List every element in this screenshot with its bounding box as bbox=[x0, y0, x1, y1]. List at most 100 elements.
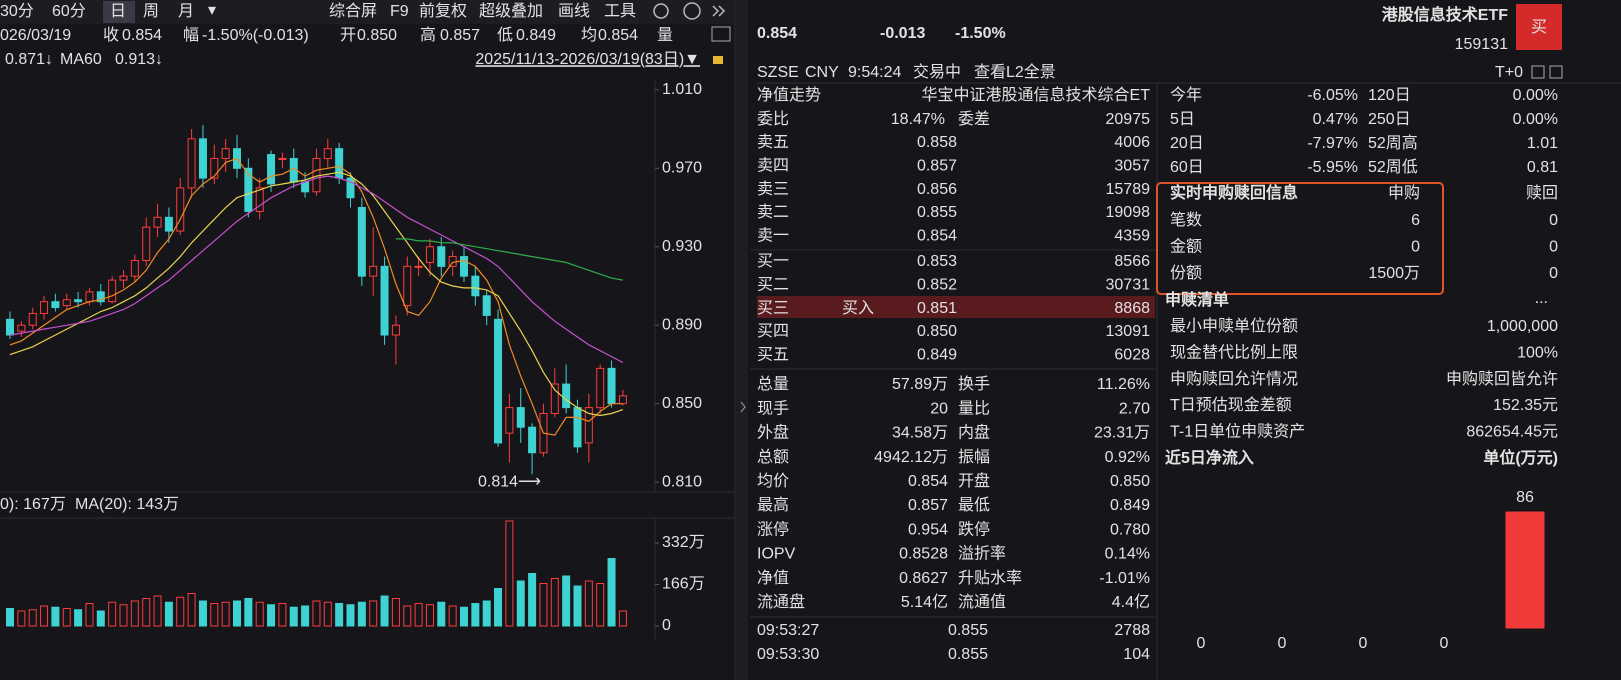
bar-label: 幅 bbox=[183, 26, 199, 44]
collapse-strip[interactable] bbox=[736, 0, 748, 680]
perf-label: 60日 bbox=[1170, 159, 1204, 176]
ma-line bbox=[9, 175, 624, 364]
l2-link[interactable]: 查看L2全景 bbox=[974, 63, 1056, 81]
candle-body bbox=[6, 318, 14, 336]
candle-body bbox=[403, 265, 412, 307]
perf-value: -5.95% bbox=[1307, 159, 1358, 176]
volume-bar bbox=[17, 610, 26, 627]
volume-bar bbox=[142, 598, 151, 627]
expand-icon[interactable] bbox=[712, 5, 720, 17]
period-tab[interactable]: 日 bbox=[110, 3, 126, 20]
box-value: 0 bbox=[1549, 239, 1558, 256]
date-range[interactable]: 2025/11/13-2026/03/19(83日)▼ bbox=[475, 51, 700, 68]
y-tick-label: 332万 bbox=[662, 534, 705, 551]
lock-icon[interactable] bbox=[713, 56, 723, 64]
volume-bar bbox=[130, 600, 139, 627]
period-tab[interactable]: 月 bbox=[178, 3, 194, 20]
period-tab[interactable]: 30分 bbox=[0, 2, 34, 20]
candle-body bbox=[28, 312, 37, 326]
period-tab[interactable]: 周 bbox=[143, 3, 159, 20]
perf-value: -7.97% bbox=[1307, 135, 1358, 152]
volume-bar bbox=[6, 608, 14, 627]
candle-body bbox=[255, 187, 264, 212]
volume-bar bbox=[255, 601, 264, 627]
bar-label: 收 bbox=[103, 26, 119, 44]
box-value: 1500万 bbox=[1368, 265, 1420, 282]
bar-label: 开 bbox=[340, 27, 356, 44]
collapse-arrow[interactable] bbox=[740, 401, 746, 413]
settings-icon[interactable] bbox=[653, 3, 669, 19]
highlight-row bbox=[757, 296, 1155, 318]
volume-bar bbox=[584, 580, 593, 627]
buy-button[interactable] bbox=[1516, 4, 1562, 50]
buy-button-label[interactable]: 买 bbox=[1531, 18, 1547, 36]
buy-tag: 买入 bbox=[842, 299, 874, 317]
candle-body bbox=[505, 407, 514, 434]
book-volume: 4006 bbox=[1114, 134, 1150, 151]
book-volume: 8566 bbox=[1114, 253, 1150, 270]
book-level: 买四 bbox=[757, 322, 789, 340]
quote-meta: 交易中 bbox=[913, 63, 961, 81]
volume-bar bbox=[596, 583, 605, 627]
volume-bar bbox=[618, 610, 627, 627]
highlight-box bbox=[1156, 182, 1444, 295]
candle-body bbox=[516, 407, 525, 428]
candle-body bbox=[96, 291, 105, 303]
tool-button[interactable]: 前复权 bbox=[419, 2, 467, 20]
box-label: 笔数 bbox=[1170, 211, 1202, 229]
wp-icon[interactable] bbox=[711, 26, 731, 42]
candle-body bbox=[74, 299, 83, 303]
y-tick-label: 1.010 bbox=[662, 81, 702, 98]
period-tab[interactable]: 60分 bbox=[52, 2, 86, 20]
perf-label: 120日 bbox=[1368, 87, 1411, 104]
list-label: T-1日单位申赎资产 bbox=[1170, 422, 1305, 440]
tool-button[interactable]: 超级叠加 bbox=[479, 2, 543, 20]
tool-button[interactable]: 画线 bbox=[558, 2, 590, 20]
bar-label: 高 bbox=[420, 26, 436, 44]
candle-body bbox=[198, 138, 207, 179]
volume-bar bbox=[335, 603, 344, 627]
tool-button[interactable]: 综合屏 bbox=[329, 2, 377, 20]
stat-label: 流通盘 bbox=[757, 592, 805, 611]
expand-icon[interactable] bbox=[718, 5, 726, 17]
volume-legend: MA(20): 143万 bbox=[75, 496, 179, 513]
list-value: 申购赎回皆允许 bbox=[1446, 370, 1558, 388]
volume-bar bbox=[96, 610, 105, 627]
candle-body bbox=[85, 291, 94, 303]
stat-label: 跌停 bbox=[958, 520, 990, 538]
trade-price: 0.855 bbox=[948, 646, 988, 663]
candle-body bbox=[130, 259, 139, 277]
volume-bar bbox=[516, 580, 525, 627]
volume-bar bbox=[482, 600, 491, 627]
security-code: 159131 bbox=[1455, 36, 1508, 53]
stat-label: 总量 bbox=[757, 375, 789, 393]
volume-bar bbox=[153, 595, 162, 627]
help-icon[interactable] bbox=[683, 2, 701, 20]
period-dropdown[interactable]: ▾ bbox=[208, 2, 216, 19]
edit-icon[interactable] bbox=[1531, 65, 1545, 79]
volume-bar bbox=[357, 601, 366, 627]
tool-button[interactable]: 工具 bbox=[604, 3, 636, 20]
volume-legend: 0): 167万 bbox=[0, 496, 66, 513]
stat-label: 换手 bbox=[958, 375, 990, 393]
stat-value: -1.01% bbox=[1099, 570, 1150, 587]
list-value: 100% bbox=[1517, 345, 1558, 362]
list-more[interactable]: ... bbox=[1535, 290, 1548, 307]
box-title: 实时申购赎回信息 bbox=[1170, 183, 1298, 202]
stat-label: 现手 bbox=[757, 399, 789, 417]
tool-button[interactable]: F9 bbox=[390, 3, 409, 20]
stat-label: 外盘 bbox=[757, 423, 789, 442]
book-price: 0.849 bbox=[917, 346, 957, 363]
book-price: 0.852 bbox=[917, 277, 957, 294]
volume-bar bbox=[550, 578, 559, 627]
book-level: 卖一 bbox=[757, 226, 789, 244]
selected-period-bg[interactable] bbox=[103, 1, 135, 23]
settings-icon[interactable] bbox=[1549, 65, 1563, 79]
candle-body bbox=[380, 265, 389, 336]
inflow-label: 0 bbox=[1440, 635, 1449, 652]
candle-body bbox=[301, 181, 310, 193]
stat-label: 最低 bbox=[958, 496, 990, 514]
perf-label: 5日 bbox=[1170, 111, 1195, 128]
inflow-bar bbox=[1505, 511, 1545, 629]
volume-bar bbox=[562, 575, 571, 627]
